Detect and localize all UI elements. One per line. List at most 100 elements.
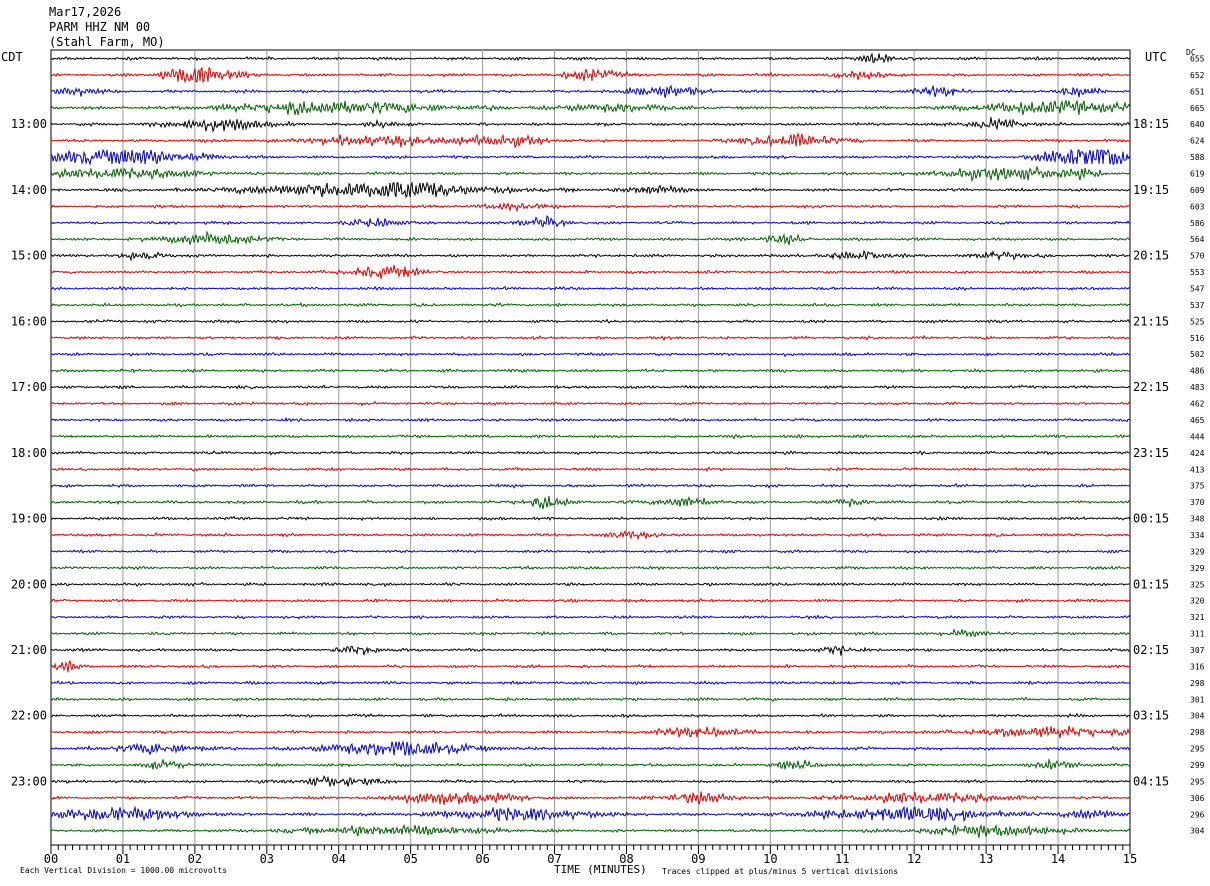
- dc-offset-label: 320: [1190, 597, 1205, 606]
- dc-offset-label: 301: [1190, 695, 1205, 704]
- cdt-hour-label: 22:00: [11, 709, 47, 723]
- seismic-trace: [50, 384, 1131, 390]
- seismic-trace: [50, 148, 1131, 167]
- dc-offset-label: 553: [1190, 268, 1205, 277]
- dc-offset-label: 329: [1190, 564, 1205, 573]
- dc-offset-label: 413: [1190, 465, 1205, 474]
- x-tick-label: 13: [979, 852, 993, 866]
- seismic-trace: [50, 565, 1131, 571]
- x-tick-label: 14: [1051, 852, 1065, 866]
- dc-offset-label: 375: [1190, 482, 1205, 491]
- seismic-trace: [50, 614, 1131, 621]
- x-tick-label: 12: [907, 852, 921, 866]
- dc-offset-label: 619: [1190, 170, 1205, 179]
- dc-offset-label: 564: [1190, 235, 1205, 244]
- seismic-trace: [50, 166, 1131, 183]
- seismic-trace: [50, 466, 1131, 473]
- seismic-trace: [50, 84, 1131, 98]
- dc-offset-label: 483: [1190, 383, 1205, 392]
- dc-offset-label: 306: [1190, 794, 1205, 803]
- x-tick-label: 06: [475, 852, 489, 866]
- dc-offset-label: 586: [1190, 219, 1205, 228]
- x-tick-label: 01: [116, 852, 130, 866]
- seismic-trace: [50, 774, 1131, 788]
- x-tick-label: 07: [547, 852, 561, 866]
- utc-hour-label: 00:15: [1133, 512, 1169, 526]
- seismic-trace: [51, 230, 1131, 246]
- header-location: (Stahl Farm, MO): [49, 35, 165, 49]
- dc-offset-label: 304: [1190, 827, 1205, 836]
- clip-note: Traces clipped at plus/minus 5 vertical …: [662, 867, 899, 876]
- seismic-trace: [50, 680, 1131, 686]
- seismic-trace: [50, 249, 1131, 262]
- seismic-trace: [50, 627, 1131, 638]
- dc-offset-label: 640: [1190, 120, 1205, 129]
- seismic-trace: [50, 548, 1131, 554]
- dc-offset-label: 316: [1190, 662, 1205, 671]
- seismic-trace: [50, 400, 1131, 407]
- dc-offset-label: 537: [1190, 301, 1205, 310]
- dc-offset-label: 307: [1190, 646, 1205, 655]
- seismic-trace: [50, 725, 1131, 739]
- x-tick-label: 11: [835, 852, 849, 866]
- dc-offset-label: 329: [1190, 547, 1205, 556]
- dc-offset-label: 298: [1190, 728, 1205, 737]
- utc-hour-label: 22:15: [1133, 380, 1169, 394]
- utc-hour-label: 20:15: [1133, 249, 1169, 263]
- axis-title: TIME (MINUTES): [554, 863, 647, 876]
- seismic-trace: [50, 367, 1131, 374]
- seismic-trace: [51, 645, 1131, 656]
- utc-hour-label: 18:15: [1133, 117, 1169, 131]
- seismic-trace: [50, 696, 1130, 702]
- seismic-trace: [50, 805, 1131, 822]
- cdt-hour-label: 20:00: [11, 577, 47, 591]
- cdt-hour-label: 13:00: [11, 117, 47, 131]
- dc-offset-label: 502: [1190, 350, 1205, 359]
- cdt-hour-label: 15:00: [11, 249, 47, 263]
- seismic-trace: [50, 450, 1131, 456]
- dc-offset-label: 304: [1190, 712, 1205, 721]
- seismic-trace: [50, 660, 1131, 673]
- seismic-trace: [51, 515, 1131, 522]
- dc-offset-label: 655: [1190, 55, 1205, 64]
- seismic-trace: [50, 117, 1131, 133]
- seismic-trace: [50, 482, 1130, 489]
- dc-offset-label: 486: [1190, 367, 1205, 376]
- dc-offset-label: 465: [1190, 416, 1205, 425]
- seismic-trace: [50, 66, 1131, 84]
- dc-offset-label: 325: [1190, 580, 1205, 589]
- seismic-trace: [50, 318, 1131, 324]
- dc-offset-label: 624: [1190, 137, 1205, 146]
- seismic-trace: [50, 180, 1131, 199]
- dc-offset-label: 570: [1190, 252, 1205, 261]
- utc-hour-label: 19:15: [1133, 183, 1169, 197]
- x-tick-label: 09: [691, 852, 705, 866]
- dc-offset-label: 370: [1190, 498, 1205, 507]
- dc-offset-label: 652: [1190, 71, 1205, 80]
- cdt-hour-label: 21:00: [11, 643, 47, 657]
- dc-offset-label: 588: [1190, 153, 1205, 162]
- utc-hour-label: 01:15: [1133, 577, 1169, 591]
- dc-offset-label: 609: [1190, 186, 1205, 195]
- seismic-trace: [50, 131, 1131, 149]
- cdt-hour-label: 17:00: [11, 380, 47, 394]
- cdt-hour-label: 14:00: [11, 183, 47, 197]
- utc-hour-label: 03:15: [1133, 709, 1169, 723]
- dc-offset-label: 298: [1190, 679, 1205, 688]
- utc-hour-label: 23:15: [1133, 446, 1169, 460]
- cdt-hour-label: 18:00: [11, 446, 47, 460]
- x-tick-label: 08: [619, 852, 633, 866]
- dc-offset-label: 603: [1190, 202, 1205, 211]
- x-tick-label: 00: [44, 852, 58, 866]
- dc-offset-label: 651: [1190, 87, 1205, 96]
- dc-offset-label: 462: [1190, 400, 1205, 409]
- x-tick-label: 04: [332, 852, 346, 866]
- seismic-trace: [50, 581, 1131, 588]
- seismic-trace: [50, 301, 1131, 308]
- utc-hour-label: 21:15: [1133, 314, 1169, 328]
- x-tick-label: 05: [403, 852, 417, 866]
- cdt-hour-label: 23:00: [11, 774, 47, 788]
- seismic-trace: [50, 433, 1131, 440]
- x-tick-label: 10: [763, 852, 777, 866]
